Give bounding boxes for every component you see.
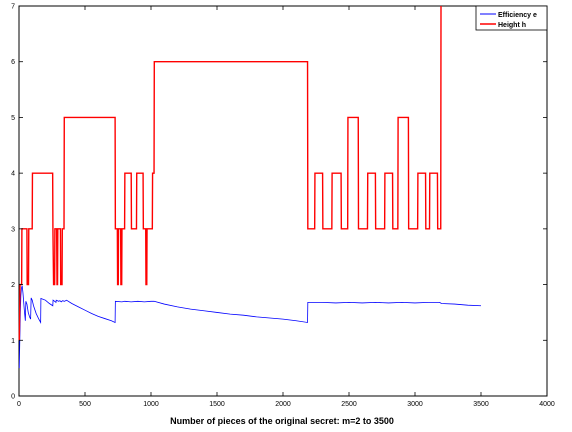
- y-tick-label: 3: [11, 226, 15, 233]
- legend-label-efficiency: Efficiency e: [498, 12, 537, 19]
- x-tick-label: 1500: [209, 401, 225, 408]
- legend-label-height: Height h: [498, 22, 526, 29]
- y-tick-label: 4: [11, 171, 15, 178]
- plot-area: [18, 5, 548, 397]
- x-tick-label: 0: [17, 401, 21, 408]
- x-tick-label: 3000: [407, 401, 423, 408]
- y-tick-label: 6: [11, 59, 15, 66]
- x-axis-title: Number of pieces of the original secret:…: [170, 416, 394, 426]
- y-tick-label: 2: [11, 282, 15, 289]
- series-layer: [18, 5, 482, 369]
- x-tick-label: 1000: [143, 401, 159, 408]
- ticks-layer: 0 500 1000 1500 2000 2500 3000 3500 4000 0 1 2 3 4 5 6 7: [11, 4, 555, 409]
- legend-box: [475, 5, 548, 31]
- x-tick-label: 2000: [275, 401, 291, 408]
- y-tick-label: 7: [11, 4, 15, 11]
- x-tick-label: 500: [79, 401, 91, 408]
- y-tick-label: 0: [11, 394, 15, 401]
- y-tick-label: 1: [11, 338, 15, 345]
- series-line-0: [18, 285, 482, 369]
- series-line-1: [18, 5, 442, 341]
- y-tick-label: 5: [11, 115, 15, 122]
- x-tick-label: 3500: [473, 401, 489, 408]
- x-tick-label: 2500: [341, 401, 357, 408]
- legend: Efficiency e Height h: [475, 5, 548, 31]
- x-tick-label: 4000: [539, 401, 555, 408]
